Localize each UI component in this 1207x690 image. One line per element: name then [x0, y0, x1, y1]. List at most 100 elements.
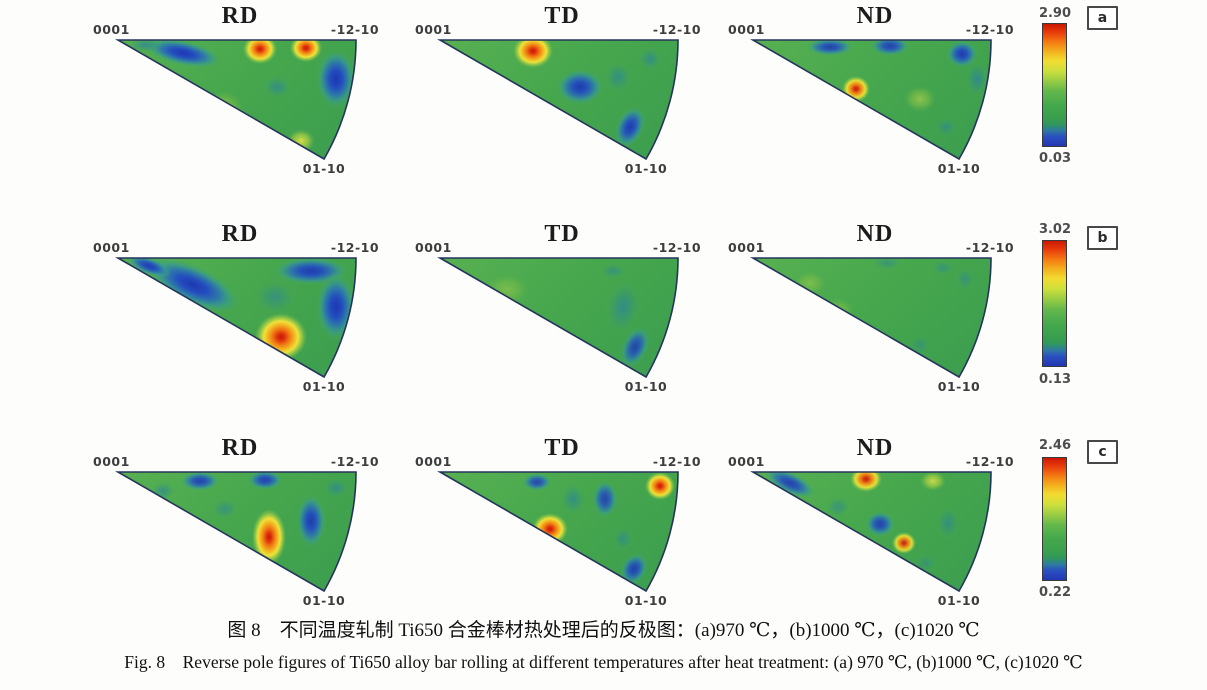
- ipf-heatmap: [437, 257, 679, 379]
- corner-label-12-10: -12-10: [965, 454, 1015, 469]
- corner-label-01-10: 01-10: [302, 593, 346, 608]
- sector-outline: [750, 471, 992, 593]
- colorbar-a: [1042, 23, 1067, 147]
- plot-title: TD: [544, 435, 580, 461]
- intensity-blob-teal: [599, 263, 627, 279]
- corner-label-12-10: -12-10: [330, 454, 380, 469]
- intensity-blob-blue: [556, 69, 604, 105]
- corner-label-01-10: 01-10: [937, 379, 981, 394]
- corner-label-12-10: -12-10: [652, 22, 702, 37]
- plot-title: RD: [221, 435, 259, 461]
- intensity-blob-hot: [645, 472, 675, 500]
- intensity-blob-teal: [612, 526, 634, 552]
- corner-label-12-10: -12-10: [965, 240, 1015, 255]
- intensity-blob-yellow: [920, 472, 946, 491]
- intensity-blob-blue: [592, 480, 618, 518]
- intensity-blob-hot: [290, 40, 322, 62]
- ipf-heatmap: [750, 257, 992, 379]
- intensity-blob-yellow: [485, 274, 529, 306]
- ipf-heatmap: [115, 471, 357, 593]
- corner-label-0001: 0001: [728, 240, 765, 255]
- ipf-heatmap: [115, 39, 357, 161]
- sector-outline: [115, 39, 357, 161]
- corner-label-12-10: -12-10: [965, 22, 1015, 37]
- colorbar-max-c: 2.46: [1038, 438, 1072, 453]
- corner-label-12-10: -12-10: [652, 454, 702, 469]
- intensity-blob-hot: [842, 76, 870, 102]
- ipf-heatmap: [750, 471, 992, 593]
- plot-title: ND: [856, 221, 894, 247]
- ipf-b-nd: ND 0001 -12-10 01-10: [728, 221, 1014, 394]
- ipf-heatmap: [115, 257, 357, 379]
- ipf-b-td: TD 0001 -12-10 01-10: [415, 221, 701, 394]
- intensity-blob-blue: [143, 40, 223, 69]
- corner-label-0001: 0001: [93, 454, 130, 469]
- intensity-blob-yellow: [822, 298, 854, 322]
- sector-outline: [750, 257, 992, 379]
- intensity-blob-teal: [908, 334, 932, 356]
- intensity-blob-hot: [255, 313, 307, 361]
- intensity-blob-teal: [604, 61, 632, 93]
- intensity-blob-yellow: [287, 129, 315, 153]
- ipf-c-nd: ND 0001 -12-10 01-10: [728, 435, 1014, 608]
- intensity-blob-blue: [247, 472, 283, 490]
- colorbar-min-a: 0.03: [1038, 151, 1072, 166]
- plot-title: ND: [856, 3, 894, 29]
- intensity-blob-teal: [322, 477, 350, 499]
- plot-title: ND: [856, 435, 894, 461]
- intensity-blob-teal: [638, 47, 662, 71]
- intensity-blob-teal: [955, 267, 975, 291]
- sector-outline: [437, 39, 679, 161]
- intensity-blob-teal: [915, 554, 937, 572]
- panel-label-a: a: [1087, 6, 1118, 30]
- intensity-blob-blue: [619, 552, 649, 586]
- colorbar-max-b: 3.02: [1038, 222, 1072, 237]
- corner-label-0001: 0001: [93, 22, 130, 37]
- intensity-blob-blue: [126, 258, 172, 278]
- caption-english: Fig. 8 Reverse pole figures of Ti650 all…: [124, 652, 1083, 672]
- sector-outline: [115, 471, 357, 593]
- sector-outline: [115, 257, 357, 379]
- corner-label-0001: 0001: [93, 240, 130, 255]
- colorbar-c: [1042, 457, 1067, 581]
- intensity-blob-blue: [946, 40, 978, 68]
- corner-label-01-10: 01-10: [624, 379, 668, 394]
- ipf-a-nd: ND 0001 -12-10 01-10: [728, 3, 1014, 176]
- panel-label-b: b: [1087, 226, 1118, 250]
- colorbar-max-a: 2.90: [1038, 6, 1072, 21]
- intensity-blob-hot: [892, 532, 916, 554]
- ipf-heatmap: [437, 39, 679, 161]
- corner-label-01-10: 01-10: [302, 379, 346, 394]
- intensity-blob-blue: [316, 49, 356, 109]
- corner-label-01-10: 01-10: [937, 161, 981, 176]
- caption-chinese: 图 8 不同温度轧制 Ti650 合金棒材热处理后的反极图：(a)970 ℃，(…: [227, 620, 980, 641]
- intensity-blob-teal: [604, 279, 642, 335]
- intensity-blob-yellow: [203, 91, 243, 123]
- intensity-blob-blue: [865, 511, 895, 537]
- intensity-blob-hot: [252, 509, 286, 565]
- intensity-blob-blue: [316, 273, 356, 341]
- corner-label-0001: 0001: [728, 22, 765, 37]
- intensity-blob-teal: [262, 75, 292, 99]
- ipf-c-rd: RD 0001 -12-10 01-10: [93, 435, 379, 608]
- intensity-blob-hot: [243, 40, 277, 64]
- intensity-blob-teal: [931, 260, 955, 276]
- intensity-blob-blue: [614, 106, 646, 148]
- intensity-blob-teal: [560, 482, 586, 516]
- corner-label-12-10: -12-10: [330, 240, 380, 255]
- colorbar-b: [1042, 240, 1067, 367]
- ipf-c-td: TD 0001 -12-10 01-10: [415, 435, 701, 608]
- corner-label-01-10: 01-10: [302, 161, 346, 176]
- corner-label-01-10: 01-10: [624, 161, 668, 176]
- colorbar-min-b: 0.13: [1038, 372, 1072, 387]
- intensity-blob-teal: [825, 496, 851, 518]
- ipf-heatmap: [437, 471, 679, 593]
- heatmap-fill: [753, 472, 991, 591]
- intensity-blob-blue: [522, 473, 552, 491]
- heatmap-fill: [118, 40, 356, 159]
- corner-label-12-10: -12-10: [330, 22, 380, 37]
- sector-outline: [437, 257, 679, 379]
- intensity-blob-teal: [871, 258, 903, 270]
- plot-title: TD: [544, 221, 580, 247]
